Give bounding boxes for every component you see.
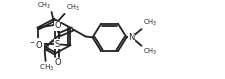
Text: N: N (128, 33, 135, 42)
Text: O: O (54, 58, 61, 67)
Text: O: O (54, 21, 61, 30)
Text: $^-$O: $^-$O (28, 39, 43, 50)
Text: CH$_3$: CH$_3$ (65, 3, 79, 13)
Text: CH$_3$: CH$_3$ (143, 47, 157, 57)
Text: CH$_3$: CH$_3$ (39, 63, 54, 73)
Text: S: S (55, 40, 60, 49)
Text: +: + (48, 40, 55, 46)
Text: N: N (42, 43, 49, 52)
Text: CH$_3$: CH$_3$ (143, 18, 157, 28)
Text: CH$_3$: CH$_3$ (37, 1, 51, 11)
